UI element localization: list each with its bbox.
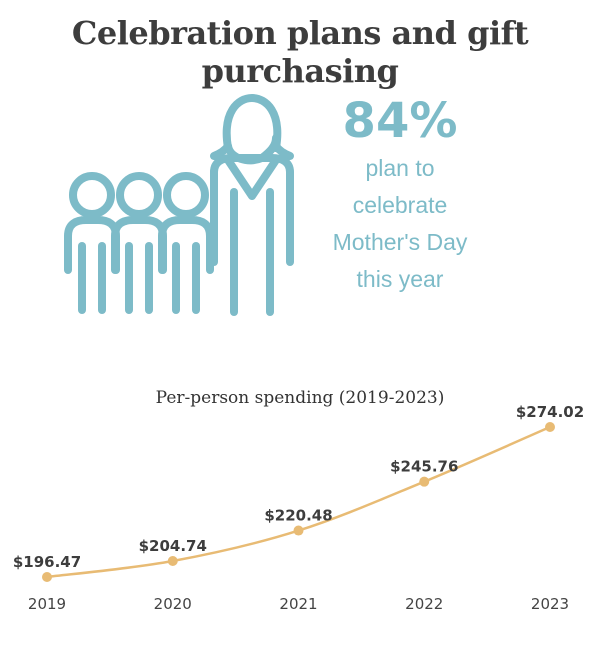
data-label: $274.02: [516, 403, 584, 421]
stat-line: this year: [356, 266, 444, 292]
x-tick-label: 2019: [28, 595, 66, 613]
data-point: [419, 476, 430, 487]
data-label: $204.74: [139, 537, 207, 555]
x-tick-label: 2023: [531, 595, 569, 613]
family-icon: [64, 94, 294, 316]
x-tick-label: 2021: [279, 595, 317, 613]
data-label: $245.76: [390, 458, 458, 476]
child-figure-icon: [64, 172, 120, 314]
stat-percent: 84%: [342, 93, 458, 149]
data-label: $196.47: [13, 553, 81, 571]
chart-title: Per-person spending (2019-2023): [156, 388, 445, 408]
stat-line: celebrate: [352, 192, 448, 218]
stat-line: Mother's Day: [332, 229, 468, 255]
series-line: [46, 425, 551, 579]
data-point: [545, 422, 555, 432]
x-tick-label: 2022: [405, 595, 443, 613]
stat-line: plan to: [365, 155, 435, 181]
child-figure-icon: [111, 172, 167, 314]
data-point: [167, 556, 178, 567]
spending-line-chart: Per-person spending (2019-2023) $196.47 2…: [13, 388, 584, 613]
data-point: [293, 525, 304, 536]
data-label: $220.48: [264, 507, 332, 525]
child-figure-icon: [158, 172, 214, 314]
mother-figure-icon: [210, 94, 294, 316]
x-tick-label: 2020: [154, 595, 192, 613]
stat-block: 84% plan to celebrate Mother's Day this …: [305, 92, 495, 298]
page-title: Celebration plans and gift purchasing: [71, 14, 529, 90]
data-point: [42, 572, 52, 582]
